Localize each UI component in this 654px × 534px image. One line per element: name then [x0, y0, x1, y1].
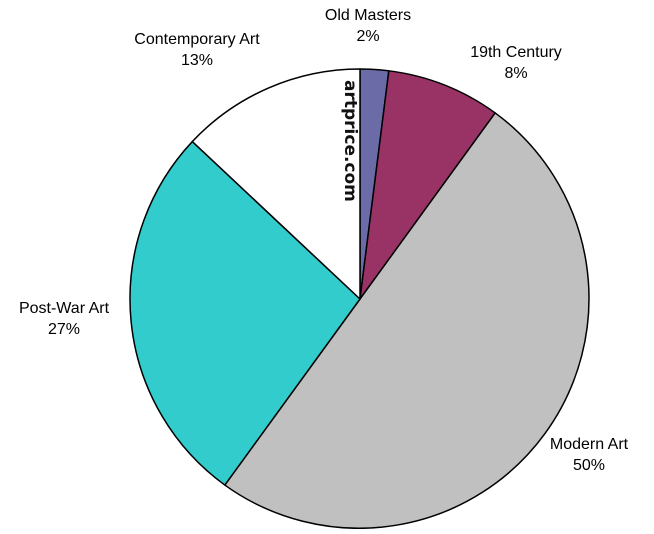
- slice-value-post-war-art: 27%: [48, 321, 80, 338]
- pie-slice-post-war-art: [129, 140, 361, 486]
- slice-value-old-masters: 2%: [356, 28, 379, 45]
- labels-layer: Old Masters 2% 19th Century 8% Modern Art 50%…: [19, 7, 629, 474]
- slice-label-post-war-art: Post-War Art: [19, 300, 110, 317]
- pie-slice-19th-century: [359, 70, 496, 300]
- artprice-watermark: artprice.com: [340, 80, 360, 202]
- slice-value-modern-art: 50%: [573, 457, 605, 474]
- slice-label-contemporary-art: Contemporary Art: [134, 31, 260, 48]
- slice-label-modern-art: Modern Art: [550, 436, 629, 453]
- slice-label-19th-century: 19th Century: [470, 44, 562, 61]
- slice-value-contemporary-art: 13%: [181, 52, 213, 69]
- pie-slice-modern-art: [224, 112, 590, 529]
- slice-value-19th-century: 8%: [504, 65, 527, 82]
- slices-layer: [129, 68, 590, 529]
- slice-label-old-masters: Old Masters: [325, 7, 411, 24]
- pie-slice-contemporary-art: [191, 68, 361, 300]
